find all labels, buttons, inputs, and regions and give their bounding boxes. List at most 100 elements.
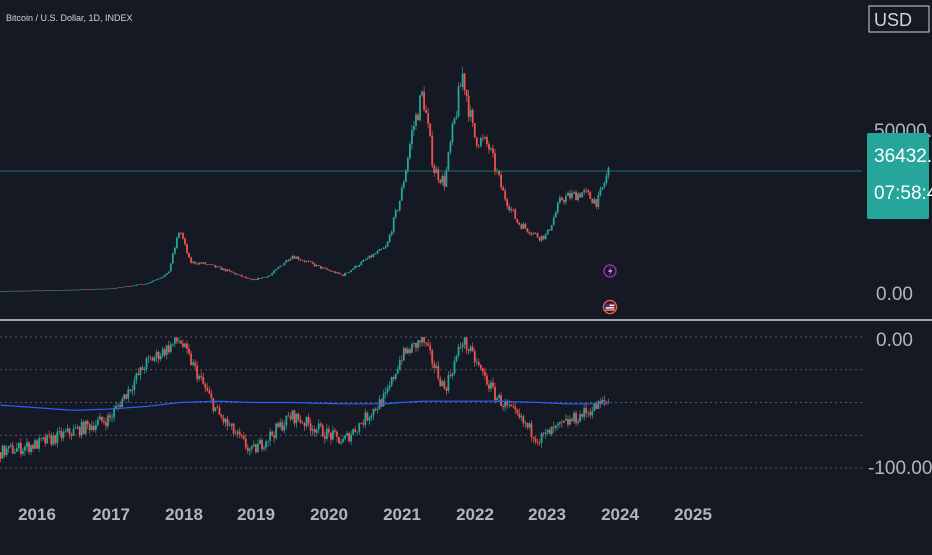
indicator-candle [402, 348, 405, 361]
indicator-candle [526, 422, 529, 428]
price-candle [332, 271, 334, 273]
indicator-candle [252, 444, 255, 447]
price-candle [569, 192, 571, 199]
price-candle [54, 290, 57, 291]
price-candle [283, 262, 286, 266]
price-candle [129, 286, 132, 287]
price-candle [358, 265, 361, 267]
price-candle [522, 223, 525, 229]
price-candle [246, 278, 249, 279]
indicator-candle [242, 436, 245, 439]
price-candle [111, 288, 113, 290]
price-candle [577, 193, 579, 201]
currency-button[interactable]: USD [868, 5, 930, 33]
indicator-candle [151, 357, 154, 361]
price-candle [178, 233, 180, 238]
price-candle [131, 285, 134, 287]
price-candle [236, 274, 239, 276]
price-candle [435, 169, 438, 173]
price-candle [524, 223, 527, 229]
indicator-candle [299, 419, 302, 423]
price-candle [13, 290, 16, 292]
indicator-candle [449, 375, 452, 376]
price-candle [107, 288, 109, 290]
indicator-candle [332, 430, 334, 440]
indicator-candle [165, 345, 168, 356]
indicator-candle [295, 413, 298, 424]
price-candle [248, 278, 251, 280]
price-candle [325, 268, 328, 270]
indicator-candle [540, 433, 543, 443]
indicator-candle [534, 438, 537, 442]
price-candle [498, 170, 500, 175]
price-candle [28, 290, 30, 292]
price-candle [202, 262, 205, 264]
price-candle [204, 262, 207, 265]
indicator-candle [206, 387, 209, 391]
price-candle [86, 289, 89, 291]
price-candle [105, 288, 107, 290]
indicator-candle [48, 434, 51, 436]
indicator-candle [218, 407, 221, 415]
indicator-candle [502, 405, 505, 408]
price-candle [554, 212, 557, 218]
indicator-candle [356, 431, 359, 433]
indicator-candle [483, 371, 486, 376]
price-candle [338, 272, 340, 274]
price-pane[interactable] [0, 67, 862, 292]
time-axis[interactable]: 2016 2017 2018 2019 2020 2021 2022 2023 … [18, 505, 712, 524]
indicator-candle [431, 350, 434, 364]
price-axis-label-zero: 0.00 [876, 284, 913, 305]
indicator-candle [518, 413, 521, 418]
indicator-candle [173, 337, 176, 344]
indicator-candle [522, 416, 525, 424]
indicator-candle [208, 390, 211, 394]
price-candle [364, 259, 367, 261]
indicator-candle [358, 423, 361, 432]
price-candle [1, 291, 4, 292]
indicator-candle [180, 340, 182, 344]
price-candle [17, 290, 20, 292]
us-flag-icon[interactable] [602, 299, 618, 315]
bar-countdown: 07:58:47 [874, 183, 932, 204]
price-candle [303, 260, 306, 262]
indicator-candle [244, 438, 247, 448]
price-candle [165, 273, 168, 275]
indicator-candle [323, 436, 326, 439]
indicator-candle [338, 436, 340, 444]
price-candle [72, 289, 75, 291]
last-price-value: 36432.75 [874, 146, 932, 167]
price-candle [42, 290, 45, 292]
indicator-candle [317, 423, 320, 430]
price-candle [7, 290, 10, 292]
price-candle [117, 287, 120, 289]
indicator-candle [473, 351, 476, 363]
price-candle [457, 86, 460, 117]
indicator-candle [224, 418, 227, 423]
indicator-candle [68, 428, 71, 435]
price-candle [9, 290, 12, 292]
indicator-candle [293, 410, 296, 424]
price-candle [459, 86, 462, 88]
indicator-candle [429, 345, 432, 351]
indicator-candle [601, 399, 604, 403]
indicator-candle [62, 431, 65, 438]
indicator-candle [0, 452, 2, 459]
indicator-candle [250, 446, 253, 449]
indicator-candle [60, 430, 63, 438]
price-candle [323, 267, 326, 269]
lightning-icon[interactable] [603, 264, 617, 278]
indicator-candle [15, 447, 18, 452]
price-candle [279, 265, 282, 268]
indicator-candle [13, 451, 16, 454]
last-price-tag[interactable]: 36432.75 07:58:47 [867, 133, 932, 219]
price-candle [230, 271, 233, 273]
price-candle [269, 275, 271, 276]
indicator-candle [84, 420, 87, 434]
price-candle [390, 232, 393, 235]
indicator-pane[interactable] [0, 336, 862, 469]
indicator-candle [514, 407, 517, 410]
price-candle [587, 190, 590, 193]
